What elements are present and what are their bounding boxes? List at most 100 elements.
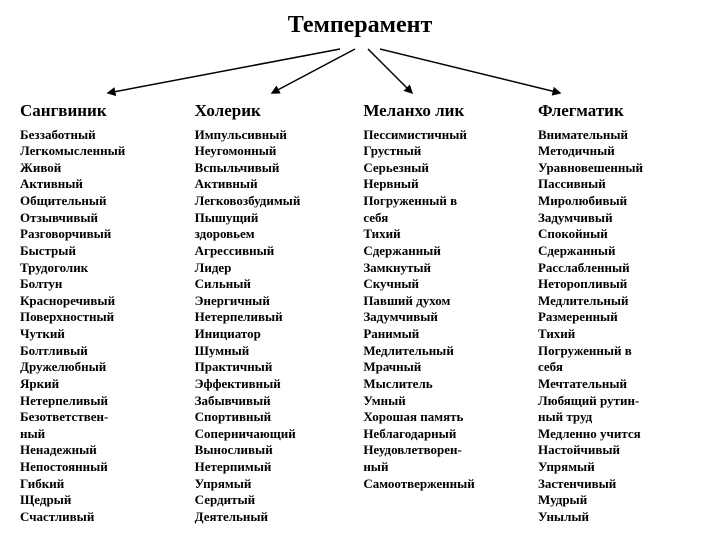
trait-item: Нетерпимый xyxy=(195,459,357,476)
trait-item: Деятельный xyxy=(195,509,357,526)
trait-item: Щедрый xyxy=(20,492,188,509)
arrows-region xyxy=(0,45,720,101)
trait-item: Выносливый xyxy=(195,442,357,459)
trait-item: Беззаботный xyxy=(20,127,188,144)
trait-item: здоровьем xyxy=(195,226,357,243)
column-header: Флегматик xyxy=(538,101,706,121)
trait-item: Задумчивый xyxy=(363,309,531,326)
trait-item: Неугомонный xyxy=(195,143,357,160)
trait-item: Дружелюбный xyxy=(20,359,188,376)
trait-item: Настойчивый xyxy=(538,442,706,459)
trait-item: Размеренный xyxy=(538,309,706,326)
trait-item: Поверхностный xyxy=(20,309,188,326)
trait-item: Сдержанный xyxy=(538,243,706,260)
trait-item: Замкнутый xyxy=(363,260,531,277)
trait-item: Легкомысленный xyxy=(20,143,188,160)
trait-list: БеззаботныйЛегкомысленныйЖивойАктивныйОб… xyxy=(20,127,188,526)
trait-item: Ранимый xyxy=(363,326,531,343)
trait-item: Унылый xyxy=(538,509,706,526)
trait-item: Пышущий xyxy=(195,210,357,227)
trait-item: Тихий xyxy=(363,226,531,243)
trait-item: Серьезный xyxy=(363,160,531,177)
trait-item: Красноречивый xyxy=(20,293,188,310)
trait-item: Нетерпеливый xyxy=(20,393,188,410)
trait-item: Нервный xyxy=(363,176,531,193)
trait-item: Активный xyxy=(20,176,188,193)
trait-item: Инициатор xyxy=(195,326,357,343)
trait-item: Самоотверженный xyxy=(363,476,531,493)
trait-item: Мечтательный xyxy=(538,376,706,393)
trait-item: себя xyxy=(363,210,531,227)
trait-item: Сильный xyxy=(195,276,357,293)
trait-item: Задумчивый xyxy=(538,210,706,227)
trait-item: Отзывчивый xyxy=(20,210,188,227)
trait-item: Тихий xyxy=(538,326,706,343)
trait-item: Яркий xyxy=(20,376,188,393)
trait-item: Импульсивный xyxy=(195,127,357,144)
trait-list: ПессимистичныйГрустныйСерьезныйНервныйПо… xyxy=(363,127,531,493)
trait-item: Трудоголик xyxy=(20,260,188,277)
trait-item: Болтун xyxy=(20,276,188,293)
trait-item: Умный xyxy=(363,393,531,410)
column-choleric: Холерик ИмпульсивныйНеугомонныйВспыльчив… xyxy=(195,101,357,526)
trait-item: Упрямый xyxy=(195,476,357,493)
column-sanguine: Сангвиник БеззаботныйЛегкомысленныйЖивой… xyxy=(20,101,188,526)
trait-item: Погруженный в xyxy=(363,193,531,210)
trait-item: Лидер xyxy=(195,260,357,277)
trait-item: Миролюбивый xyxy=(538,193,706,210)
trait-item: Практичный xyxy=(195,359,357,376)
trait-item: Гибкий xyxy=(20,476,188,493)
trait-item: Живой xyxy=(20,160,188,177)
trait-item: Скучный xyxy=(363,276,531,293)
trait-item: ный xyxy=(363,459,531,476)
trait-item: Мудрый xyxy=(538,492,706,509)
trait-item: Непостоянный xyxy=(20,459,188,476)
trait-item: Счастливый xyxy=(20,509,188,526)
trait-item: Разговорчивый xyxy=(20,226,188,243)
trait-item: Агрессивный xyxy=(195,243,357,260)
trait-item: Ненадежный xyxy=(20,442,188,459)
trait-item: Забывчивый xyxy=(195,393,357,410)
trait-item: Медлительный xyxy=(363,343,531,360)
trait-item: Сдержанный xyxy=(363,243,531,260)
trait-item: Грустный xyxy=(363,143,531,160)
trait-item: Медлительный xyxy=(538,293,706,310)
trait-item: Уравновешенный xyxy=(538,160,706,177)
trait-item: Мыслитель xyxy=(363,376,531,393)
trait-item: Упрямый xyxy=(538,459,706,476)
trait-item: Активный xyxy=(195,176,357,193)
column-header: Меланхо лик xyxy=(363,101,531,121)
trait-item: Спортивный xyxy=(195,409,357,426)
trait-item: Легковозбудимый xyxy=(195,193,357,210)
trait-list: ВнимательныйМетодичныйУравновешенныйПасс… xyxy=(538,127,706,526)
trait-item: Хорошая память xyxy=(363,409,531,426)
trait-item: Погруженный в xyxy=(538,343,706,360)
trait-item: Пессимистичный xyxy=(363,127,531,144)
trait-item: Шумный xyxy=(195,343,357,360)
trait-item: Вспыльчивый xyxy=(195,160,357,177)
trait-item: Безответствен- xyxy=(20,409,188,426)
trait-item: Неблагодарный xyxy=(363,426,531,443)
trait-item: Спокойный xyxy=(538,226,706,243)
columns-container: Сангвиник БеззаботныйЛегкомысленныйЖивой… xyxy=(0,101,720,526)
trait-item: Методичный xyxy=(538,143,706,160)
trait-item: Мрачный xyxy=(363,359,531,376)
trait-item: Чуткий xyxy=(20,326,188,343)
trait-item: Болтливый xyxy=(20,343,188,360)
trait-item: Эффективный xyxy=(195,376,357,393)
arrows-svg xyxy=(0,45,720,101)
trait-item: Быстрый xyxy=(20,243,188,260)
trait-item: Расслабленный xyxy=(538,260,706,277)
column-phlegmatic: Флегматик ВнимательныйМетодичныйУравнове… xyxy=(538,101,706,526)
trait-item: Медленно учится xyxy=(538,426,706,443)
trait-item: ный труд xyxy=(538,409,706,426)
column-melancholic: Меланхо лик ПессимистичныйГрустныйСерьез… xyxy=(363,101,531,526)
trait-item: Энергичный xyxy=(195,293,357,310)
trait-item: Сердитый xyxy=(195,492,357,509)
trait-item: Нетерпеливый xyxy=(195,309,357,326)
trait-item: Пассивный xyxy=(538,176,706,193)
column-header: Холерик xyxy=(195,101,357,121)
trait-list: ИмпульсивныйНеугомонныйВспыльчивыйАктивн… xyxy=(195,127,357,526)
trait-item: Павший духом xyxy=(363,293,531,310)
page-title: Темперамент xyxy=(0,0,720,45)
